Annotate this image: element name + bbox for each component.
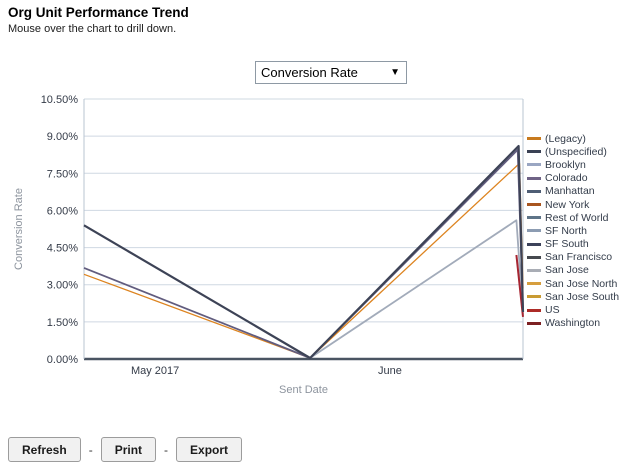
export-button[interactable]: Export [176, 437, 243, 462]
legend-label: SF North [545, 224, 588, 237]
legend-item: (Legacy) [527, 132, 619, 145]
y-tick-label: 1.50% [47, 317, 78, 329]
legend-swatch [527, 282, 541, 286]
legend-swatch [527, 216, 541, 220]
legend-swatch [527, 308, 541, 312]
page-title: Org Unit Performance Trend [8, 5, 189, 20]
legend-item: (Unspecified) [527, 145, 619, 158]
legend-swatch [527, 163, 541, 167]
legend-label: San Francisco [545, 251, 613, 264]
legend-swatch [527, 268, 541, 272]
y-axis-title: Conversion Rate [13, 188, 25, 270]
legend-swatch [527, 189, 541, 193]
button-separator: - [164, 442, 169, 457]
button-separator: - [88, 442, 93, 457]
legend-label: San Jose South [545, 290, 620, 303]
metric-select-value: Conversion Rate [261, 65, 358, 80]
legend-label: Washington [545, 317, 601, 330]
y-tick-label: 6.00% [47, 205, 78, 217]
legend-label: San Jose [545, 264, 589, 277]
legend-label: Brooklyn [545, 158, 586, 171]
y-tick-label: 4.50% [47, 243, 78, 255]
legend-swatch [527, 321, 541, 325]
chevron-down-icon: ▼ [390, 67, 400, 78]
legend-swatch [527, 176, 541, 180]
legend-label: San Jose North [545, 277, 618, 290]
legend-item: San Jose South [527, 290, 619, 303]
legend-item: Colorado [527, 172, 619, 185]
legend-swatch [527, 137, 541, 141]
legend-label: New York [545, 198, 590, 211]
legend-swatch [527, 242, 541, 246]
legend-swatch [527, 203, 541, 207]
legend-item: Rest of World [527, 211, 619, 224]
legend-label: SF South [545, 238, 589, 251]
legend-item: Manhattan [527, 185, 619, 198]
x-axis-title: Sent Date [279, 384, 328, 396]
y-tick-label: 9.00% [47, 131, 78, 143]
y-tick-label: 7.50% [47, 168, 78, 180]
legend-swatch [527, 229, 541, 233]
y-tick-label: 10.50% [41, 94, 79, 106]
legend-item: SF North [527, 224, 619, 237]
chart-legend: (Legacy) (Unspecified) Brooklyn Colorado Man… [527, 132, 619, 330]
refresh-button[interactable]: Refresh [8, 437, 81, 462]
legend-item: US [527, 303, 619, 316]
legend-item: New York [527, 198, 619, 211]
legend-item: SF South [527, 238, 619, 251]
series-line-san-jose [309, 219, 524, 359]
legend-label: US [545, 304, 560, 317]
print-button[interactable]: Print [100, 437, 157, 462]
legend-swatch [527, 255, 541, 259]
legend-item: Washington [527, 317, 619, 330]
legend-label: (Unspecified) [545, 145, 607, 158]
metric-select[interactable]: Conversion Rate ▼ [255, 61, 407, 84]
legend-label: Colorado [545, 172, 588, 185]
trend-chart[interactable]: 0.00% 1.50% 3.00% 4.50% 6.00% 7.50% 9.00% 10.50… [0, 90, 636, 410]
x-tick-label: May 2017 [131, 365, 179, 377]
legend-label: Manhattan [545, 185, 595, 198]
legend-item: San Jose North [527, 277, 619, 290]
series-line-colorado [83, 148, 524, 359]
x-tick-label: June [378, 365, 402, 377]
legend-item: San Jose [527, 264, 619, 277]
page-subtitle: Mouse over the chart to drill down. [8, 23, 177, 35]
legend-label: Rest of World [545, 211, 609, 224]
y-tick-label: 0.00% [47, 354, 78, 366]
legend-swatch [527, 150, 541, 154]
y-tick-label: 3.00% [47, 280, 78, 292]
footer-toolbar: Refresh - Print - Export [8, 437, 243, 462]
legend-label: (Legacy) [545, 132, 586, 145]
series-line--unspecified- [83, 144, 525, 360]
legend-item: Brooklyn [527, 158, 619, 171]
legend-swatch [527, 295, 541, 299]
legend-item: San Francisco [527, 251, 619, 264]
